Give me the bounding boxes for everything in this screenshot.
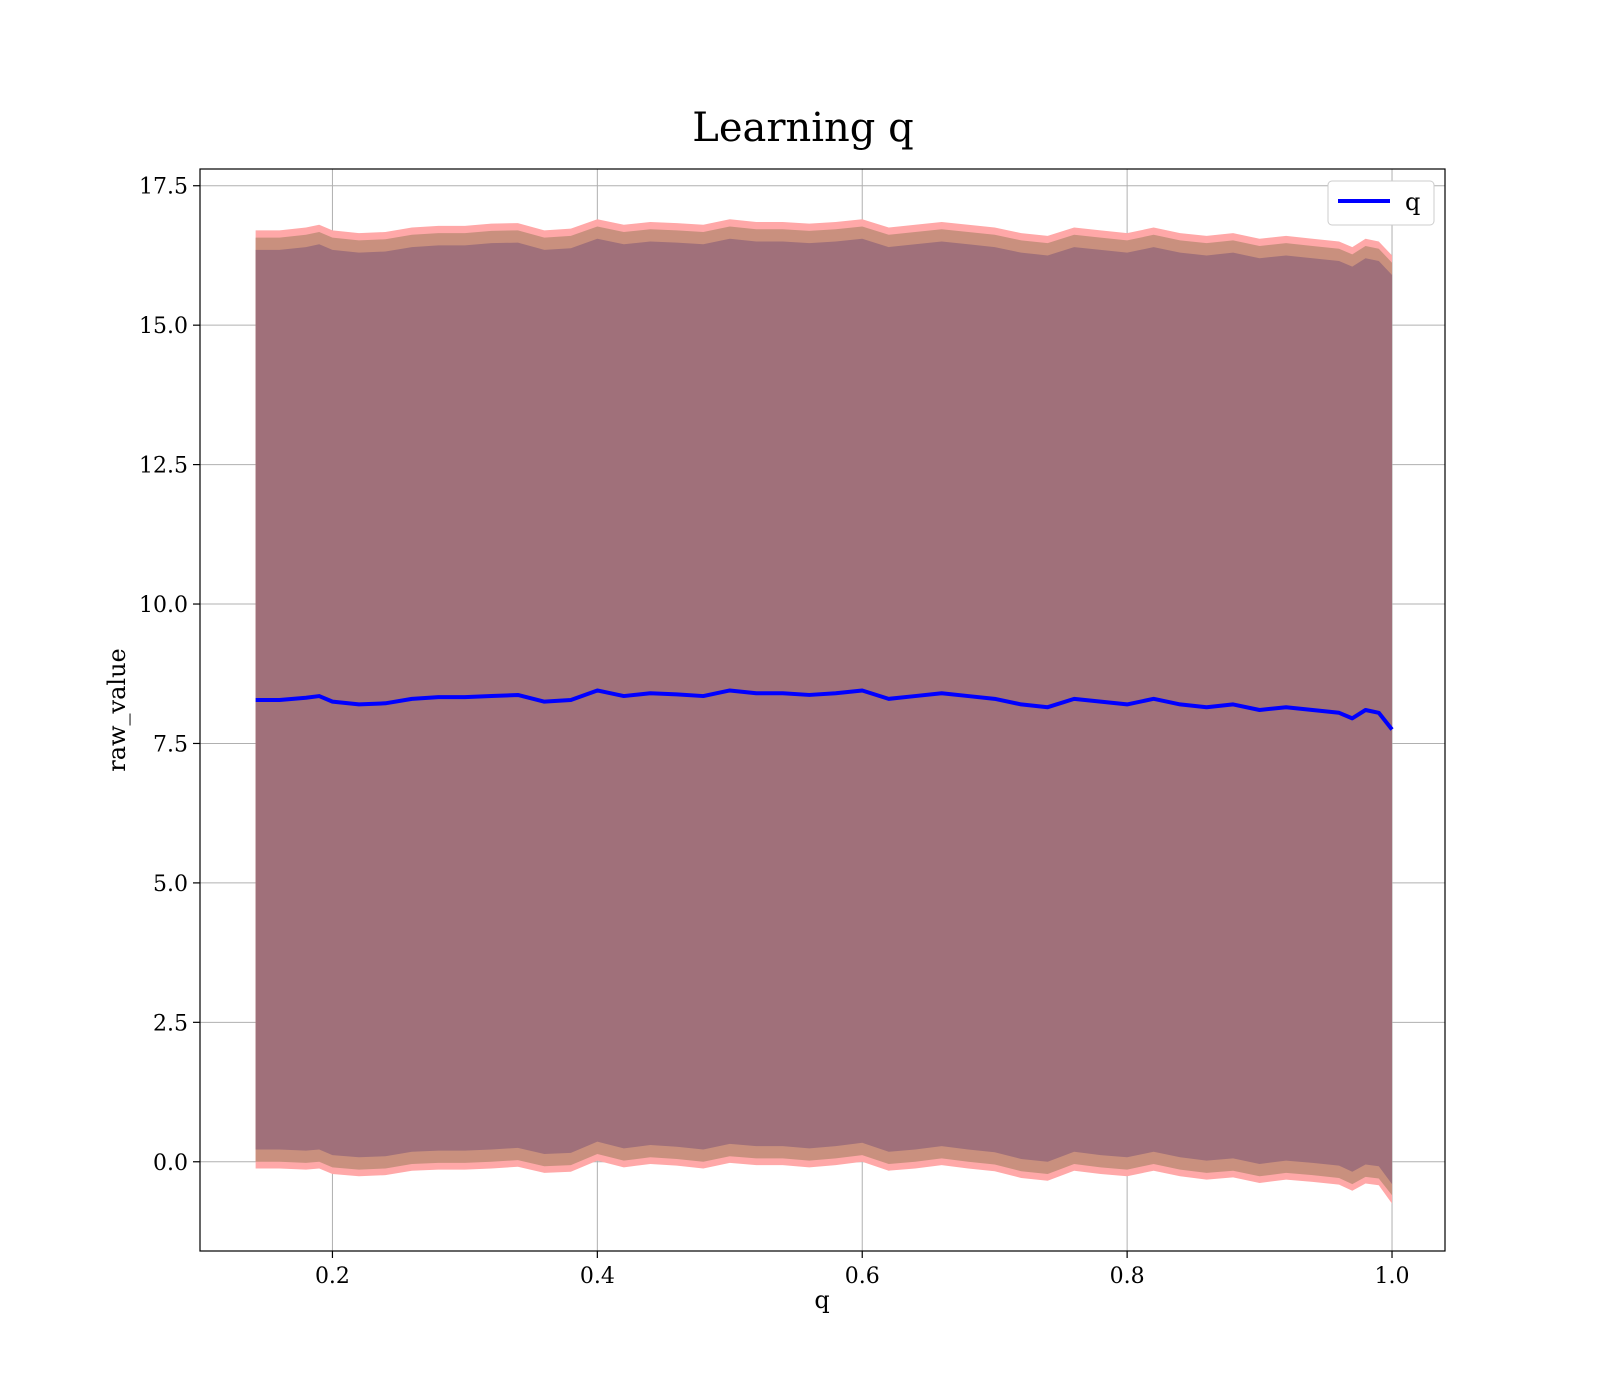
chart-title: Learning q <box>692 105 913 151</box>
x-axis-ticks: 0.2 0.4 0.6 0.8 1.0 <box>315 1251 1410 1289</box>
x-tick-label: 0.4 <box>580 1264 615 1289</box>
series-lines <box>255 688 1394 731</box>
y-tick-label: 12.5 <box>139 454 188 479</box>
x-tick-label: 1.0 <box>1375 1264 1410 1289</box>
x-tick-label: 0.8 <box>1110 1264 1145 1289</box>
legend-label-q: q <box>1405 188 1420 216</box>
legend: q <box>1327 180 1435 226</box>
y-tick-label: 10.0 <box>139 593 188 618</box>
x-tick-label: 0.6 <box>845 1264 880 1289</box>
y-tick-label: 2.5 <box>153 1011 188 1036</box>
x-tick-label: 0.2 <box>315 1264 350 1289</box>
inner-band <box>255 238 1393 1185</box>
y-tick-label: 17.5 <box>139 175 188 200</box>
plot-frame <box>199 168 1446 1252</box>
y-axis-ticks: 0.0 2.5 5.0 7.5 10.0 12.5 15.0 17.5 <box>139 175 200 1176</box>
y-tick-label: 5.0 <box>153 872 188 897</box>
x-axis-label: q <box>814 1286 829 1314</box>
y-tick-label: 15.0 <box>139 314 188 339</box>
y-tick-label: 0.0 <box>153 1151 188 1176</box>
y-tick-label: 7.5 <box>153 732 188 757</box>
series-line-q <box>255 688 1394 731</box>
confidence-bands <box>255 219 1393 1204</box>
y-axis-label: raw_value <box>103 648 131 772</box>
